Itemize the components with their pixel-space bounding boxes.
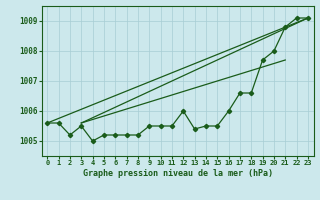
X-axis label: Graphe pression niveau de la mer (hPa): Graphe pression niveau de la mer (hPa) bbox=[83, 169, 273, 178]
